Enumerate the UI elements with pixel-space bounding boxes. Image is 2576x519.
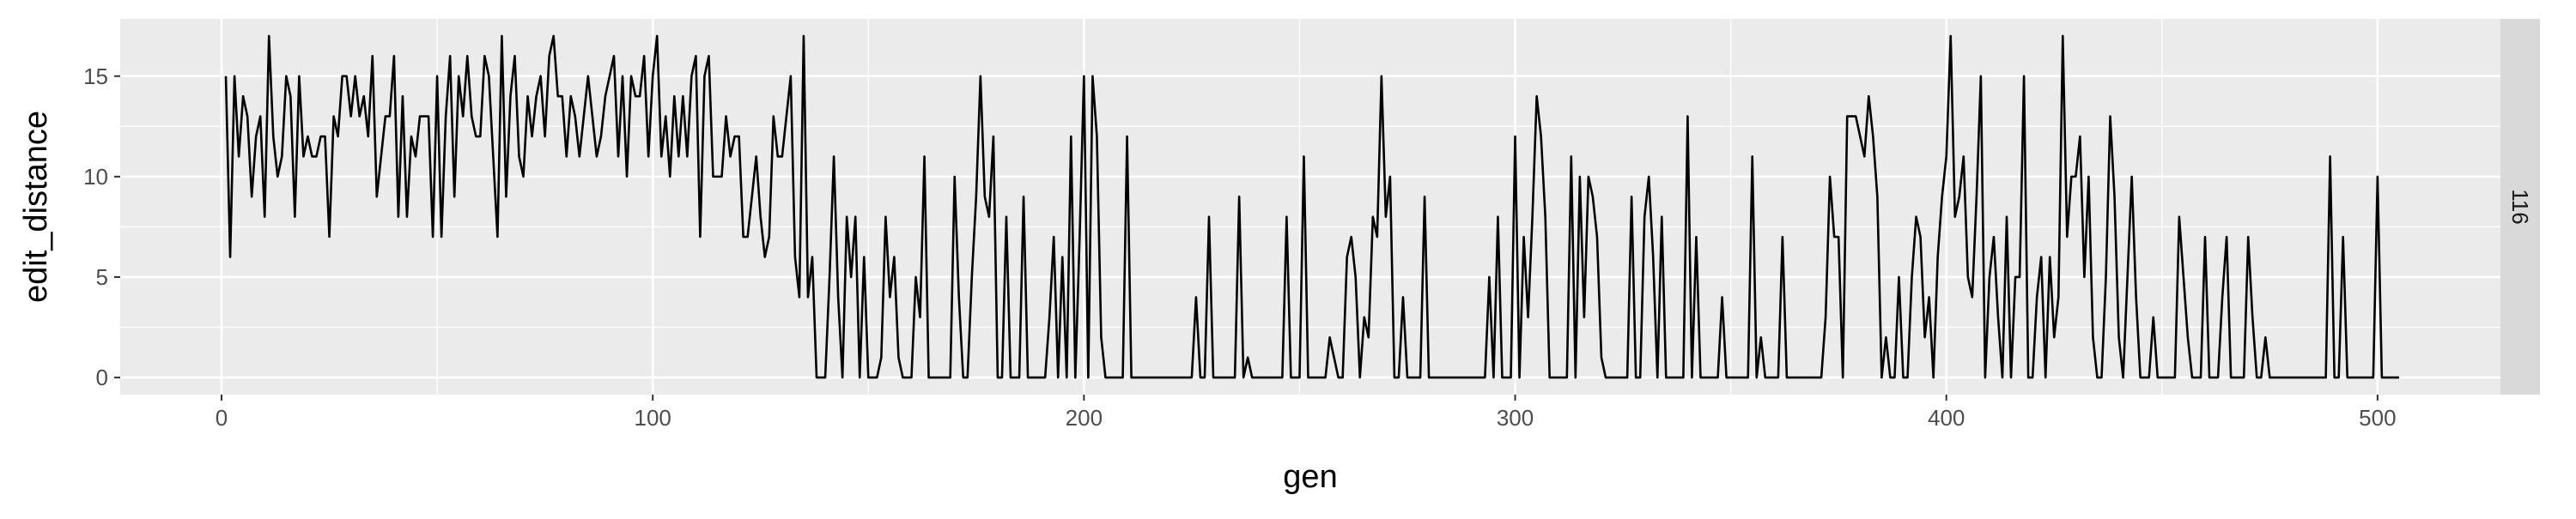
series-line [224, 34, 2399, 379]
x-axis-title: gen [1283, 459, 1337, 495]
facet-strip-label: 116 [2507, 189, 2533, 224]
series-layer [224, 34, 2399, 379]
x-tick-label: 0 [216, 405, 228, 431]
x-tick-label: 300 [1497, 405, 1534, 431]
y-tick-label: 0 [96, 365, 108, 390]
x-axis: 0 100 200 300 400 500 [216, 395, 2397, 431]
x-tick-label: 100 [634, 405, 671, 431]
x-tick-label: 500 [2359, 405, 2396, 431]
x-tick-label: 400 [1928, 405, 1965, 431]
y-tick-label: 10 [83, 164, 108, 190]
y-tick-label: 5 [96, 264, 108, 290]
y-tick-label: 15 [83, 63, 108, 89]
facet-strip [2500, 19, 2540, 395]
y-axis-title: edit_distance [18, 111, 54, 303]
y-axis: 0 5 10 15 [83, 63, 120, 390]
x-tick-label: 200 [1066, 405, 1103, 431]
